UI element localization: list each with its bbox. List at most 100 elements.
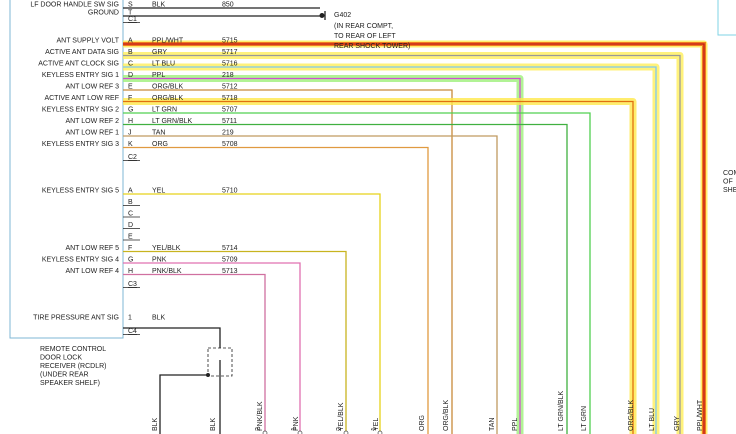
edge-text: OF [723,179,733,186]
wire-color: PNK [152,257,167,264]
wire [123,89,453,434]
connector-id: C2 [128,154,137,161]
signal-name: ANT LOW REF 4 [65,268,119,275]
wire-color: ORG/BLK [152,95,183,102]
wire-color: BLK [152,315,166,322]
signal-name: ACTIVE ANT CLOCK SIG [38,61,119,68]
wire [159,374,208,434]
circuit-number: 5708 [222,141,238,148]
wire [123,75,524,434]
wire [123,100,634,434]
wire [123,123,568,434]
signal-name: ANT LOW REF 2 [65,118,119,125]
wire [123,193,381,434]
wire [123,250,347,434]
module-label: (UNDER REAR [40,372,89,379]
bottom-wire-label: GRY [674,416,681,431]
circuit-number: 5715 [222,38,238,45]
pin-end [262,430,268,434]
connector-id: C3 [128,281,137,288]
signal-name: ANT LOW REF 3 [65,84,119,91]
bottom-wire-label: ORG/BLK [443,400,450,431]
wire-color: TAN [152,130,165,137]
circuit-number: 5713 [222,268,238,275]
pin-id: B [128,49,133,56]
wire [123,77,521,434]
signal-name: TIRE PRESSURE ANT SIG [33,315,119,322]
wire-color: ORG [152,141,168,148]
pin-id: C [128,211,133,218]
bottom-wire-label: YEL [373,418,380,431]
bottom-wire-label: ORG [419,415,426,431]
bottom-pin: 2 [336,427,343,431]
circuit-number: 5711 [222,118,237,125]
wire [123,54,681,434]
edge-text: COM [723,170,736,177]
wire [123,43,705,434]
ground-name: G402 [334,12,351,19]
bottom-wire-label: BLK [210,417,217,431]
bottom-wire-label: PNK [293,416,300,431]
pin-id: F [128,95,132,102]
pin-id: K [128,141,133,148]
pin-id: H [128,118,133,125]
circuit-number: 5710 [222,188,238,195]
pin-id: B [128,199,133,206]
wire-color: ORG/BLK [152,84,183,91]
wire-color: YEL [152,188,165,195]
splice [206,373,210,377]
signal-name: KEYLESS ENTRY SIG 3 [42,141,119,148]
wire [123,135,498,434]
labels: SLF DOOR HANDLE SW SIG BLK 850TGROUNDC1AAN… [30,2,736,432]
ground-note: REAR SHOCK TOWER) [334,43,410,50]
signal-name: KEYLESS ENTRY SIG 5 [42,188,119,195]
bottom-pin: 1 [371,427,378,431]
wire-color: YEL/BLK [152,245,181,252]
inline-connector [207,347,233,377]
wire [123,52,684,434]
wire [123,63,660,434]
connector-id: C4 [128,328,137,335]
pin-id: J [128,130,132,137]
wire-color: LT BLU [152,61,175,68]
bottom-wire-label: TAN [489,418,496,431]
pin-id: T [128,10,133,17]
wire-color: GRY [152,49,167,56]
pin-id: A [128,38,133,45]
signal-name: ACTIVE ANT DATA SIG [45,49,119,56]
pin-id: C [128,61,133,68]
ground-symbol [319,13,325,18]
wire-color: PNK/BLK [152,268,182,275]
wire [123,66,657,434]
wire [123,146,429,434]
edge-text: SHE [723,187,736,194]
pin-id: G [128,257,133,264]
bottom-pin: 2 [255,427,262,431]
circuit-number: 5707 [222,107,238,114]
wire-color: PPL [152,72,165,79]
module-label: DOOR LOCK [40,355,82,362]
wire [123,98,637,434]
bottom-wire-label: ORG/BLK [628,400,635,431]
circuit-number: 5717 [222,49,238,56]
pin-id: H [128,268,133,275]
pin-end [343,430,349,434]
module-box [9,0,124,339]
signal-name: ANT LOW REF 5 [65,245,119,252]
wire [123,327,221,348]
pin-id: S [128,2,133,9]
pin-id: 1 [128,315,132,322]
circuit-number: 5718 [222,95,238,102]
signal-name: LF DOOR HANDLE SW SIG [30,2,119,9]
wire-color: LT GRN [152,107,177,114]
pin-id: F [128,245,132,252]
circuit-number: 219 [222,130,234,137]
circuit-number: 5709 [222,257,238,264]
ground-note: TO REAR OF LEFT [334,33,396,40]
signal-name: ACTIVE ANT LOW REF [44,95,119,102]
circuit-number: 5716 [222,61,238,68]
circuit-number: 218 [222,72,234,79]
pin-id: A [128,188,133,195]
adjacent-box [717,0,736,36]
